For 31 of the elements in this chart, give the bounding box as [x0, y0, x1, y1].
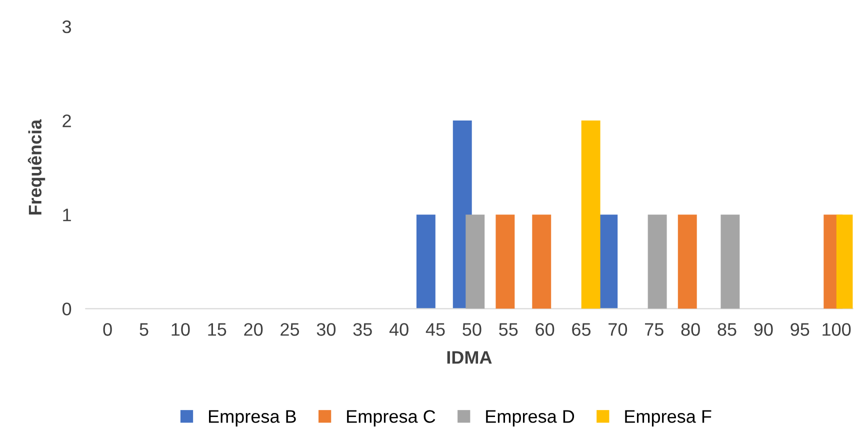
x-tick-label: 45 [426, 323, 445, 336]
x-tick-label: 10 [172, 323, 190, 336]
x-tick-label: 60 [536, 323, 554, 336]
x-tick-label: 20 [244, 323, 263, 336]
x-tick-label: 25 [280, 323, 300, 336]
y-tick-label: 0 [62, 302, 72, 316]
x-tick-label: 85 [718, 323, 736, 336]
x-tick-label: 15 [208, 323, 226, 336]
x-tick-label: 0 [103, 323, 112, 336]
legend-label: Empresa C [347, 410, 436, 426]
x-tick-label: 100 [822, 323, 851, 336]
y-tick-label: 3 [62, 20, 72, 34]
x-tick-label: 30 [316, 323, 336, 336]
x-tick-label: 50 [462, 323, 482, 336]
x-tick-label: 35 [353, 323, 372, 336]
y-tick-label: 2 [62, 114, 71, 128]
y-axis-title: Frequência [28, 119, 46, 215]
x-tick-label: 80 [681, 323, 700, 336]
x-tick-label: 95 [790, 323, 810, 336]
x-tick-label: 5 [140, 323, 148, 336]
x-tick-label: 90 [754, 323, 773, 336]
x-tick-label: 65 [572, 323, 591, 336]
x-tick-label: 40 [389, 323, 408, 336]
y-tick-label: 1 [63, 208, 71, 222]
x-tick-label: 75 [645, 323, 664, 336]
legend-label: Empresa B [209, 410, 296, 426]
x-tick-label: 70 [608, 323, 628, 336]
x-tick-label: 55 [499, 323, 518, 336]
x-axis-title: IDMA [447, 351, 492, 364]
legend-label: Empresa D [486, 410, 574, 426]
legend-label: Empresa F [625, 410, 712, 426]
